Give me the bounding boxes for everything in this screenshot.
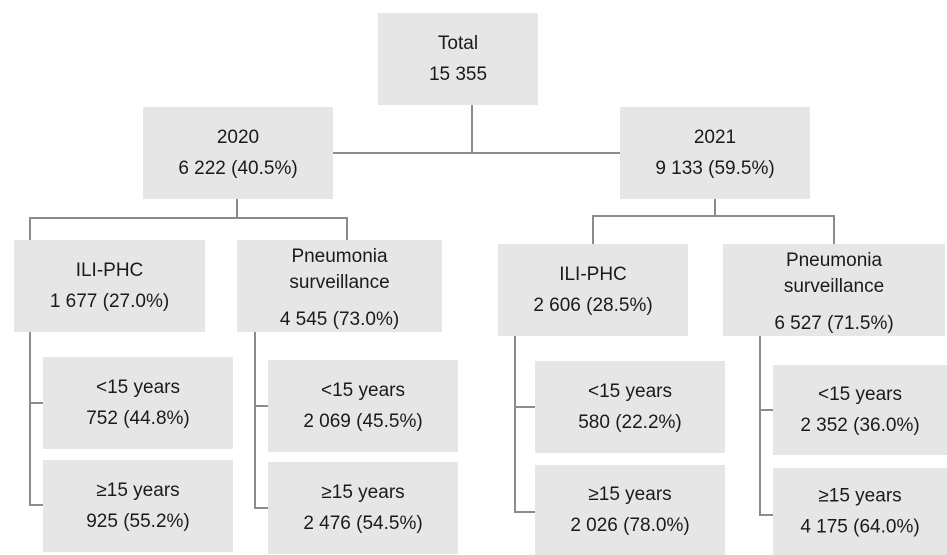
node-label: 1 677 (27.0%) — [50, 291, 169, 312]
node-label: 2 606 (28.5%) — [533, 295, 652, 316]
connector — [592, 215, 835, 244]
node-box — [268, 360, 458, 452]
node-label: 2 352 (36.0%) — [800, 415, 919, 436]
node-label: 2 026 (78.0%) — [570, 515, 689, 536]
node-label: 4 545 (73.0%) — [280, 309, 399, 330]
node-box — [43, 357, 233, 449]
node-label: ILI-PHC — [559, 264, 627, 285]
nodes: Total 15 355 2020 6 222 (40.5%) 2021 9 133 (5… — [14, 13, 947, 555]
node-box — [43, 460, 233, 552]
node-box — [620, 107, 810, 199]
node-label: <15 years — [588, 381, 672, 402]
node-label: surveillance — [289, 272, 389, 293]
node: Pneumonia surveillance 4 545 (73.0%) — [237, 240, 442, 332]
node-label: 580 (22.2%) — [578, 412, 682, 433]
node-box — [773, 468, 947, 555]
connector — [29, 332, 43, 506]
node-label: 15 355 — [429, 64, 487, 85]
node: ≥15 years 925 (55.2%) — [43, 460, 233, 552]
node: <15 years 2 069 (45.5%) — [268, 360, 458, 452]
node-box — [143, 107, 333, 199]
node-label: 752 (44.8%) — [86, 408, 190, 429]
node-label: 2020 — [217, 127, 259, 148]
node-label: ILI-PHC — [76, 260, 144, 281]
node-label: ≥15 years — [96, 480, 179, 501]
node: Total 15 355 — [378, 13, 538, 105]
node-label: 2021 — [694, 127, 736, 148]
node: ≥15 years 2 476 (54.5%) — [268, 462, 458, 554]
node-label: 6 222 (40.5%) — [178, 158, 297, 179]
node-label: ≥15 years — [818, 486, 901, 507]
connector — [514, 336, 535, 513]
node-label: 4 175 (64.0%) — [800, 517, 919, 538]
node-label: Total — [438, 33, 478, 54]
node-label: Pneumonia — [786, 250, 883, 271]
connector — [29, 217, 348, 240]
node-label: ≥15 years — [321, 482, 404, 503]
node-box — [14, 240, 205, 332]
node-box — [378, 13, 538, 105]
node-label: 2 069 (45.5%) — [303, 411, 422, 432]
node-label: 6 527 (71.5%) — [774, 313, 893, 334]
node-box — [723, 244, 945, 336]
node-label: <15 years — [321, 380, 405, 401]
connectors — [29, 105, 835, 516]
node-box — [535, 465, 725, 555]
node: ILI-PHC 1 677 (27.0%) — [14, 240, 205, 332]
node-label: <15 years — [96, 377, 180, 398]
node: ≥15 years 4 175 (64.0%) — [773, 468, 947, 555]
node: <15 years 752 (44.8%) — [43, 357, 233, 449]
node: Pneumonia surveillance 6 527 (71.5%) — [723, 244, 945, 336]
node-label: <15 years — [818, 384, 902, 405]
node: 2021 9 133 (59.5%) — [620, 107, 810, 199]
connector — [254, 332, 268, 509]
node-label: 925 (55.2%) — [86, 511, 190, 532]
connector — [759, 336, 773, 516]
node-label: 9 133 (59.5%) — [655, 158, 774, 179]
node-label: 2 476 (54.5%) — [303, 513, 422, 534]
node: <15 years 2 352 (36.0%) — [773, 365, 947, 455]
node-box — [535, 361, 725, 453]
node-box — [237, 240, 442, 332]
node: 2020 6 222 (40.5%) — [143, 107, 333, 199]
node-label: surveillance — [784, 276, 884, 297]
node: ILI-PHC 2 606 (28.5%) — [498, 244, 688, 336]
node-label: ≥15 years — [588, 484, 671, 505]
node-label: Pneumonia — [291, 246, 388, 267]
node: ≥15 years 2 026 (78.0%) — [535, 465, 725, 555]
node-box — [498, 244, 688, 336]
node: <15 years 580 (22.2%) — [535, 361, 725, 453]
node-box — [773, 365, 947, 455]
node-box — [268, 462, 458, 554]
